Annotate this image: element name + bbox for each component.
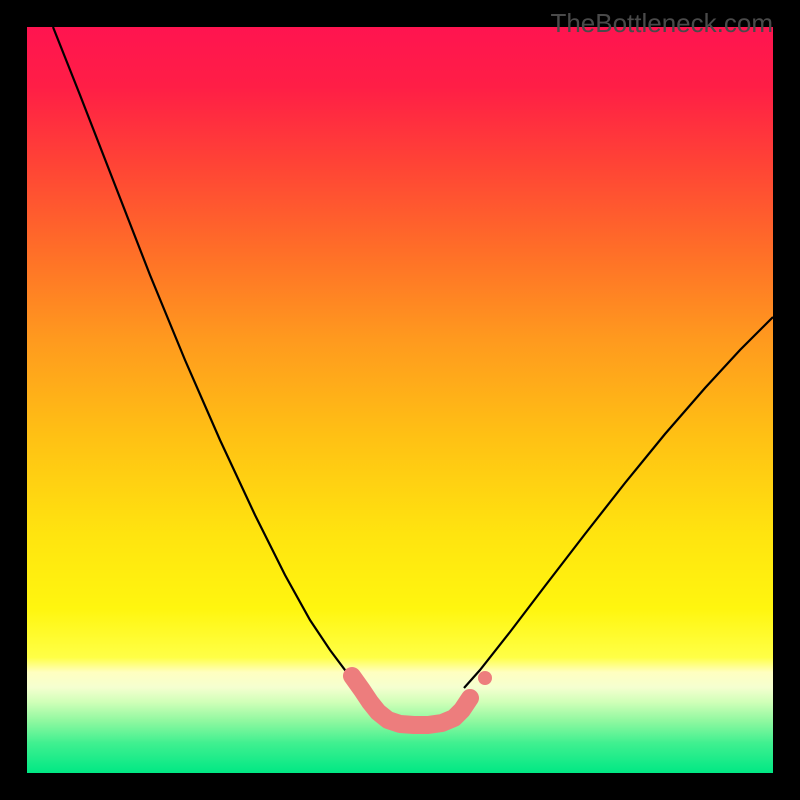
bottom-dot-marker <box>478 671 492 685</box>
watermark-text: TheBottleneck.com <box>550 8 773 39</box>
chart-canvas: TheBottleneck.com <box>0 0 800 800</box>
chart-svg <box>0 0 800 800</box>
plot-background <box>27 27 773 773</box>
